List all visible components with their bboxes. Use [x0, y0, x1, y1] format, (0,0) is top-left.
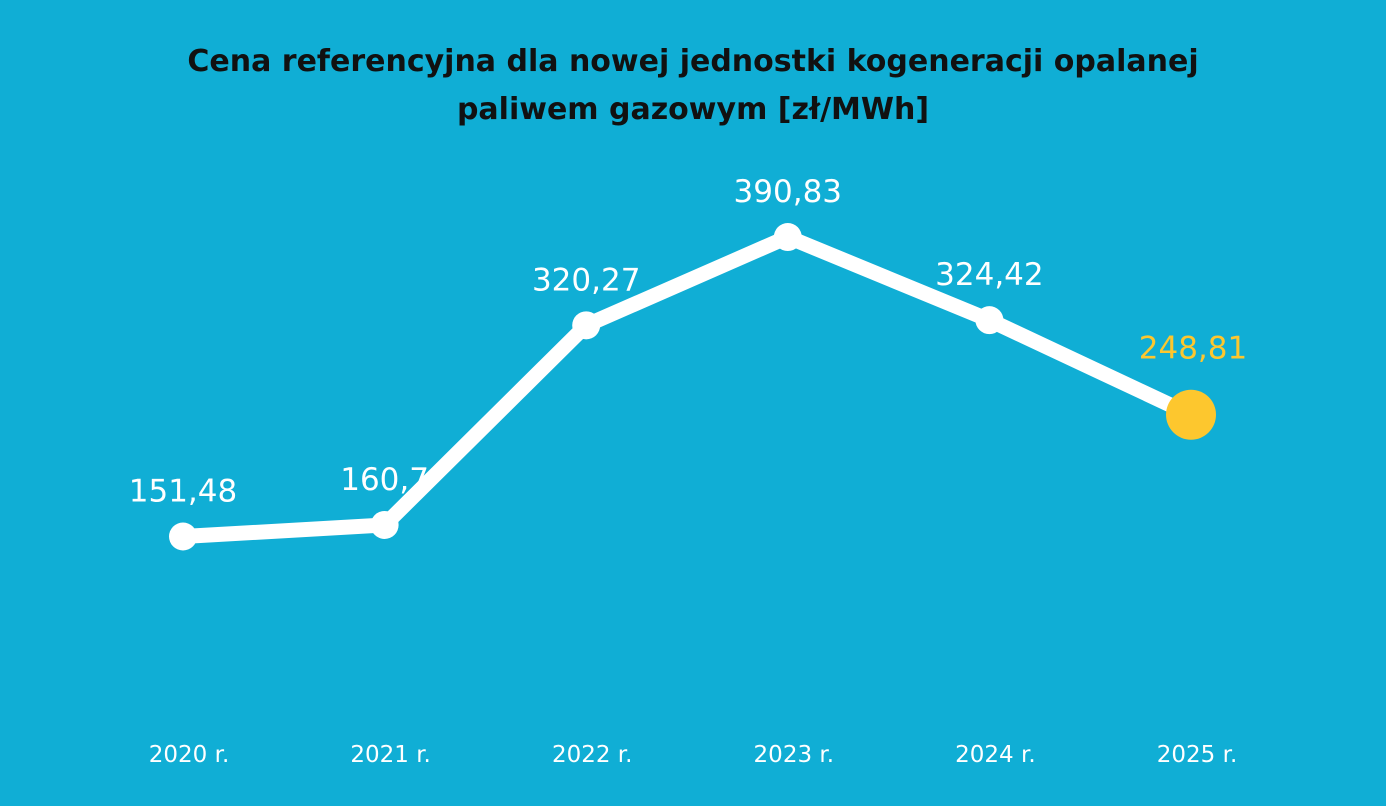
- highlight-data-point: [1166, 389, 1216, 440]
- data-label: 151,48: [129, 474, 237, 510]
- x-axis-tick-labels: 2020 r. 2021 r. 2022 r. 2023 r. 2024 r. 2025 …: [149, 742, 1238, 768]
- x-tick-label: 2022 r.: [552, 742, 633, 768]
- data-points: [169, 223, 1216, 551]
- x-tick-label: 2024 r.: [955, 742, 1036, 768]
- data-label: 320,27: [532, 262, 640, 298]
- data-label: 160,7: [340, 462, 429, 498]
- data-label: 390,83: [734, 174, 842, 210]
- data-label: 324,42: [935, 257, 1043, 293]
- x-tick-label: 2023 r.: [754, 742, 835, 768]
- data-point: [773, 223, 802, 252]
- x-tick-label: 2021 r.: [350, 742, 431, 768]
- data-point: [975, 306, 1004, 335]
- chart-title: Cena referencyjna dla nowej jednostki ko…: [187, 44, 1199, 127]
- data-point: [572, 311, 601, 340]
- x-tick-label: 2025 r.: [1157, 742, 1238, 768]
- data-point: [370, 510, 399, 539]
- series-line: [175, 229, 1199, 544]
- data-labels: 151,48 160,7 320,27 390,83 324,42 248,81: [129, 174, 1247, 509]
- x-tick-label: 2020 r.: [149, 742, 230, 768]
- data-point: [169, 522, 197, 551]
- data-label: 248,81: [1139, 331, 1247, 367]
